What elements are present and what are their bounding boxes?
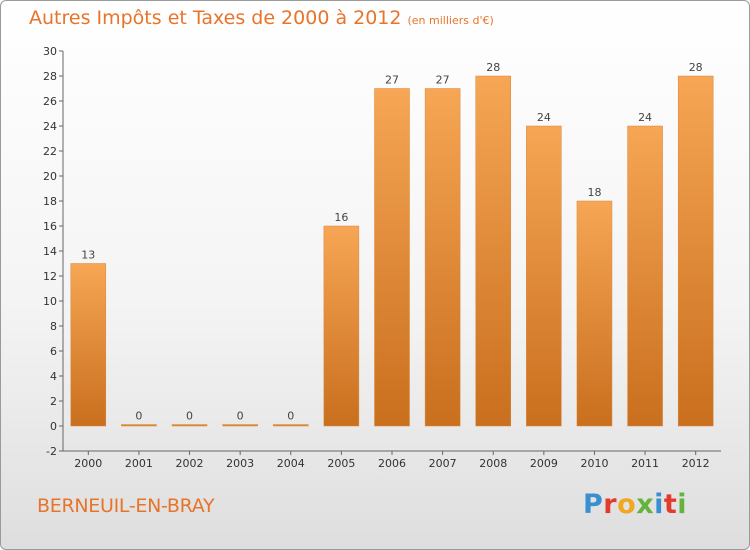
x-tick-label-2012: 2012 [682,457,710,470]
x-tick-label-2005: 2005 [327,457,355,470]
y-tick-label: 14 [43,245,57,258]
data-label-2004: 0 [287,410,294,423]
data-label-2011: 24 [638,111,652,124]
data-label-2009: 24 [537,111,551,124]
data-label-2006: 27 [385,74,399,87]
y-tick-label: 20 [43,170,57,183]
logo-letter: r [603,489,618,520]
bar-2005 [323,225,360,427]
x-tick-label-2002: 2002 [176,457,204,470]
x-tick-label-2003: 2003 [226,457,254,470]
bars: 13 0 0 0 0 16 27 27 28 24 18 24 28 [70,61,714,427]
y-tick-label: 12 [43,270,57,283]
y-tick-label: 0 [50,420,57,433]
data-label-2008: 28 [486,61,500,74]
data-label-2012: 28 [689,61,703,74]
y-tick-label: 28 [43,70,57,83]
data-label-2001: 0 [135,410,142,423]
x-tick-label-2010: 2010 [580,457,608,470]
x-tick-label-2001: 2001 [125,457,153,470]
x-tick-label-2006: 2006 [378,457,406,470]
y-tick-label: 22 [43,145,57,158]
y-tick-label: 2 [50,395,57,408]
logo-letter: P [583,489,604,520]
x-tick-label-2004: 2004 [277,457,305,470]
bar-2000 [70,263,107,427]
chart-title: Autres Impôts et Taxes de 2000 à 2012 [29,7,402,29]
chart-unit-note: (en milliers d'€) [407,14,494,27]
chart-title-block: Autres Impôts et Taxes de 2000 à 2012 (en… [29,7,494,29]
bar-2009 [526,125,562,427]
bar-2001 [121,424,157,427]
x-tick-label-2009: 2009 [530,457,558,470]
y-tick-label: 30 [43,45,57,58]
bar-2002 [171,424,208,427]
bar-2012 [677,75,714,427]
y-tick-label: 26 [43,95,57,108]
bar-2007 [424,88,461,427]
x-tick-label-2008: 2008 [479,457,507,470]
y-tick-label: 4 [50,370,57,383]
x-tick-label-2000: 2000 [74,457,102,470]
y-tick-label: 10 [43,295,57,308]
proxiti-logo: Proxiti [583,489,687,520]
y-tick-label: 18 [43,195,57,208]
x-axis: 2000 2001 2002 2003 2004 2005 2006 2007 2008 2009… [63,450,721,470]
y-tick-label: 6 [50,345,57,358]
logo-letter: i [677,489,688,520]
y-tick-label: 24 [43,120,57,133]
bar-2006 [374,88,410,427]
logo-letter: t [663,489,678,520]
data-label-2000: 13 [81,249,95,262]
x-tick-label-2011: 2011 [631,457,659,470]
y-tick-label: 8 [50,320,57,333]
data-label-2005: 16 [334,211,348,224]
data-label-2010: 18 [587,186,601,199]
logo-letter: x [636,489,655,520]
data-label-2007: 27 [436,74,450,87]
data-label-2003: 0 [237,410,244,423]
logo-letter: o [617,489,637,520]
y-tick-label: 16 [43,220,57,233]
data-label-2002: 0 [186,410,193,423]
bar-2004 [273,424,309,427]
commune-name: BERNEUIL-EN-BRAY [37,495,215,517]
bar-2003 [222,424,258,427]
bar-2008 [475,75,511,427]
x-tick-label-2007: 2007 [429,457,457,470]
bar-2010 [576,200,613,427]
bar-2011 [627,125,663,427]
y-tick-label: -2 [46,445,57,458]
logo-letter: i [654,489,664,520]
